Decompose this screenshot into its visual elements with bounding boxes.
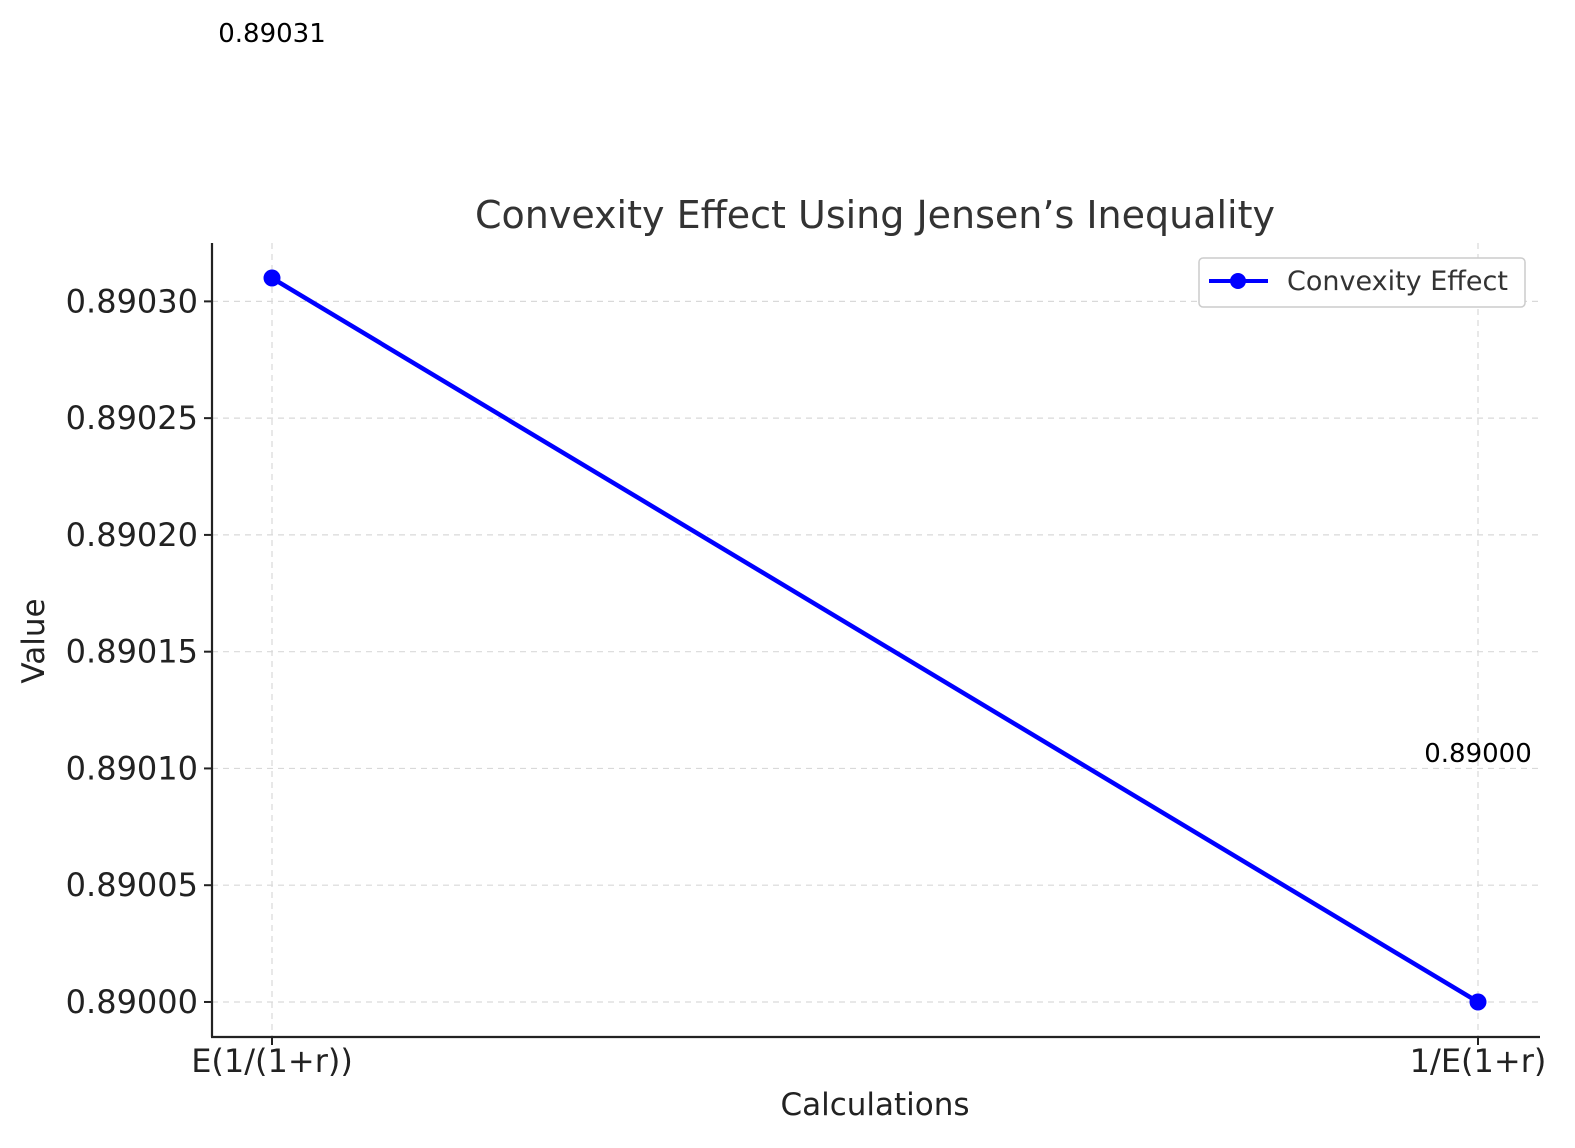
x-tick-label: E(1/(1+r)) xyxy=(191,1042,353,1080)
y-tick-label: 0.89020 xyxy=(66,516,198,554)
y-tick-label: 0.89015 xyxy=(66,633,198,671)
series-layer xyxy=(263,269,1487,1011)
y-tick-label: 0.89005 xyxy=(66,866,198,904)
legend-box xyxy=(1198,257,1526,308)
legend: Convexity Effect xyxy=(1198,257,1526,308)
y-tick-label: 0.89025 xyxy=(66,399,198,437)
x-tick-label: 1/E(1+r) xyxy=(1410,1042,1547,1080)
y-tick-label: 0.89030 xyxy=(66,282,198,320)
legend-marker-icon xyxy=(1230,273,1246,289)
y-tick-label: 0.89010 xyxy=(66,749,198,787)
x-axis-label: Calculations xyxy=(780,1087,969,1123)
grid xyxy=(212,243,1540,1037)
data-label: 0.89031 xyxy=(218,19,326,49)
data-labels: 0.89031 0.89000 xyxy=(218,19,1532,769)
data-label: 0.89000 xyxy=(1424,739,1532,769)
chart-title: Convexity Effect Using Jensen’s Inequali… xyxy=(475,193,1275,237)
y-axis-label: Value xyxy=(16,598,52,683)
data-point xyxy=(263,269,281,287)
series-line xyxy=(270,276,1480,1004)
y-tick-label: 0.89000 xyxy=(66,983,198,1021)
legend-label: Convexity Effect xyxy=(1287,266,1508,297)
data-point xyxy=(1469,993,1487,1011)
x-axis-ticks: E(1/(1+r)) 1/E(1+r) xyxy=(191,1037,1546,1080)
y-axis-ticks: 0.89000 0.89005 0.89010 0.89015 0.89020 0.890… xyxy=(66,282,212,1021)
